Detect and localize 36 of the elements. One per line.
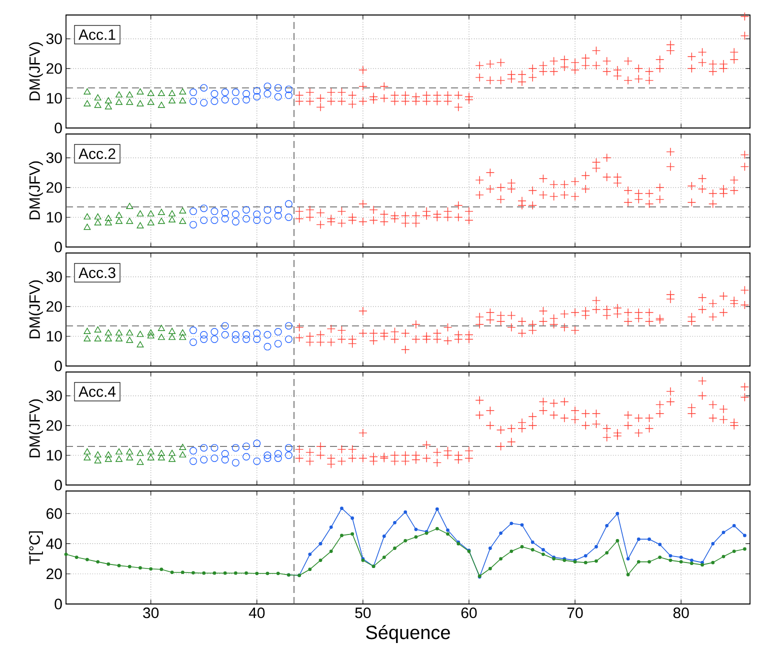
y-tick-label: 0 (54, 122, 62, 134)
x-tick-label: 60 (461, 608, 477, 618)
x-tick-label: 40 (248, 608, 265, 618)
y-tick-label: 60 (46, 508, 62, 519)
x-tick-label: 80 (673, 608, 689, 618)
y-tick-label: 20 (46, 420, 62, 431)
y-tick-label: 10 (46, 92, 62, 104)
y-tick-label: 20 (46, 63, 62, 74)
y-tick-label: 0 (54, 242, 62, 252)
y-tick-label: 0 (54, 360, 62, 372)
y-tick-label: 30 (46, 152, 62, 164)
x-tick-label: 30 (143, 608, 159, 618)
y-axis-title: T[°C] (28, 531, 43, 564)
annotation: Acc.2 (78, 148, 116, 160)
y-tick-label: 20 (46, 568, 62, 580)
y-tick-label: 30 (46, 271, 62, 282)
y-tick-label: 40 (46, 538, 62, 550)
annotation: Acc.3 (78, 267, 116, 278)
x-tick-label: 70 (567, 608, 583, 618)
y-tick-label: 10 (46, 212, 62, 223)
y-tick-label: 30 (46, 33, 62, 44)
y-tick-label: 30 (46, 390, 62, 402)
annotation: Acc.1 (78, 29, 116, 40)
y-axis-title: DM(JFV) (28, 161, 43, 220)
x-axis-title: Séquence (366, 625, 450, 643)
y-tick-label: 0 (54, 480, 62, 490)
y-tick-label: 10 (46, 450, 62, 461)
y-axis-title: DM(JFV) (28, 42, 43, 100)
annotation: Acc.4 (78, 386, 116, 397)
y-tick-label: 20 (46, 182, 62, 193)
y-tick-label: 10 (46, 330, 62, 342)
y-tick-label: 20 (46, 301, 62, 312)
y-axis-title: DM(JFV) (28, 399, 43, 458)
y-axis-title: DM(JFV) (28, 280, 43, 338)
y-tick-label: 0 (54, 598, 62, 610)
x-tick-label: 50 (355, 608, 371, 618)
